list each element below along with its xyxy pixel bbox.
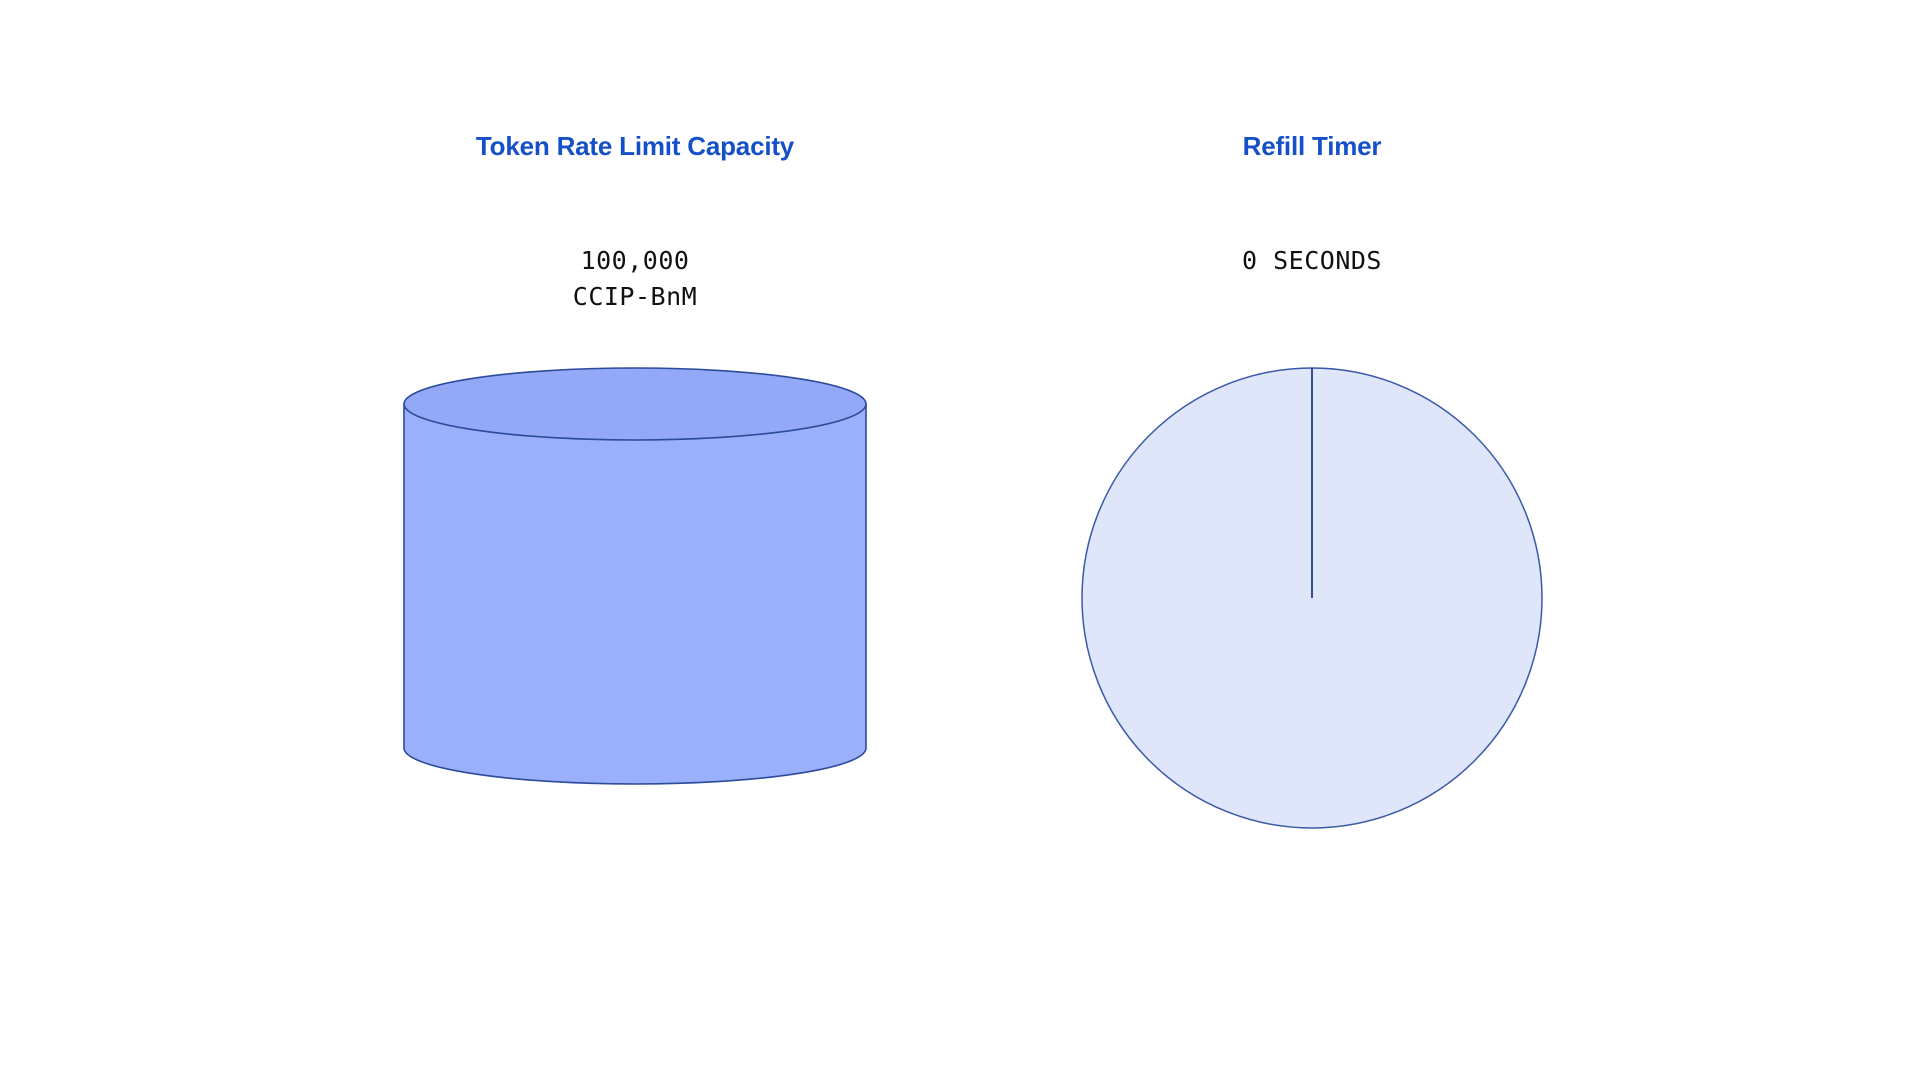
panel-refill-timer: Refill Timer 0 SECONDS	[1002, 0, 1622, 1080]
refill-timer-value: 0 SECONDS	[1242, 246, 1382, 275]
capacity-readout: 100,000 CCIP-BnM	[235, 243, 1035, 315]
cylinder-chart-svg	[403, 367, 867, 785]
refill-timer-svg	[1081, 367, 1543, 829]
refill-timer-readout: 0 SECONDS	[1002, 243, 1622, 279]
cylinder-top-ellipse	[403, 367, 867, 441]
refill-timer-dial-figure	[1002, 0, 1622, 1080]
panel-token-rate-limit-capacity: Token Rate Limit Capacity 100,000 CCIP-B…	[235, 0, 1035, 1080]
capacity-token-symbol: CCIP-BnM	[572, 282, 698, 311]
page-title-capacity: Token Rate Limit Capacity	[475, 131, 795, 161]
page-title-refill-timer: Refill Timer	[1242, 131, 1382, 161]
capacity-cylinder-figure	[235, 0, 1035, 1080]
capacity-value: 100,000	[580, 246, 690, 275]
cylinder-body	[403, 403, 867, 785]
